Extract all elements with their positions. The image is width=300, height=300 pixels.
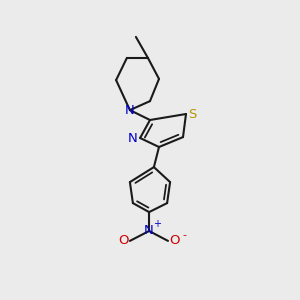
Text: N: N	[128, 131, 137, 145]
Text: N: N	[144, 224, 154, 238]
Text: O: O	[169, 234, 180, 248]
Text: -: -	[182, 230, 187, 241]
Text: N: N	[125, 103, 135, 117]
Text: S: S	[188, 107, 197, 121]
Text: O: O	[118, 234, 129, 248]
Text: +: +	[154, 219, 161, 230]
